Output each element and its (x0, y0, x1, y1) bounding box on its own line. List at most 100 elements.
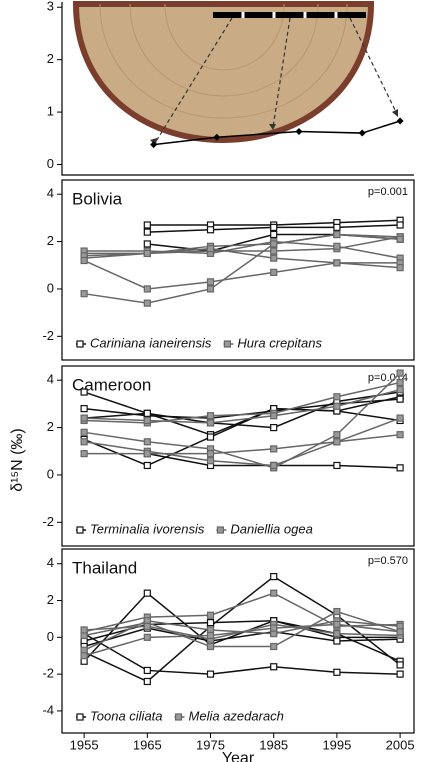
tree-ring (99, 3, 348, 119)
marker (333, 438, 341, 446)
marker (333, 620, 341, 629)
marker (143, 285, 151, 293)
y-tick-label: -2 (42, 666, 54, 681)
marker (80, 414, 88, 422)
marker (206, 631, 215, 640)
y-tick-label: 2 (47, 419, 54, 434)
marker (396, 386, 404, 394)
arrowhead (150, 109, 398, 146)
legend-marker (174, 713, 183, 721)
series-line (84, 388, 401, 424)
marker (358, 129, 366, 137)
marker (80, 290, 88, 298)
panel-title: Cameroon (72, 375, 151, 394)
series-line (84, 247, 401, 264)
marker (206, 226, 215, 234)
panel: -4 -2 0 2 4 1955 1965 1975 1985 1995 2005 Year Thail… (42, 548, 415, 762)
marker (396, 235, 404, 243)
y-tick-label: 0 (47, 280, 54, 295)
legend-label: Melia azedarach (189, 708, 284, 723)
series-line (84, 433, 401, 455)
marker (396, 221, 404, 229)
series-line (83, 632, 401, 675)
marker (80, 428, 88, 436)
marker (333, 402, 341, 410)
marker (206, 611, 215, 619)
marker (333, 668, 341, 676)
marker (206, 245, 215, 253)
marker (270, 642, 278, 651)
x-tick-label: 1975 (196, 737, 225, 752)
marker (143, 249, 151, 258)
y-tick-label: 0 (47, 156, 54, 171)
marker (333, 223, 341, 231)
panel-title: Thailand (72, 558, 137, 577)
marker (206, 419, 215, 427)
marker (143, 461, 151, 470)
marker (213, 133, 221, 141)
x-tick-label: 2005 (386, 737, 415, 752)
marker (396, 414, 404, 422)
y-tick-label: 2 (47, 233, 54, 248)
p-value: p=0.570 (368, 555, 408, 567)
y-tick-label: 4 (47, 372, 54, 387)
series-line (84, 372, 401, 469)
y-tick-label: 1 (47, 104, 54, 119)
marker (333, 431, 341, 439)
marker (143, 409, 151, 417)
marker (270, 254, 278, 262)
marker (143, 633, 151, 641)
marker (143, 299, 151, 307)
marker (270, 663, 278, 671)
marker (206, 457, 215, 465)
y-tick-label: -2 (42, 328, 54, 343)
y-tick-label: 3 (47, 0, 54, 14)
marker (206, 278, 215, 286)
marker (396, 395, 404, 403)
series-line (83, 627, 401, 648)
x-axis-label: Year (222, 750, 255, 762)
x-tick-label: 1985 (259, 737, 288, 752)
marker (396, 464, 404, 472)
series-line (83, 610, 401, 648)
marker (80, 388, 88, 396)
arrow (154, 17, 398, 144)
series-line (83, 391, 401, 436)
y-tick-label: 0 (47, 466, 54, 481)
marker (396, 628, 404, 636)
tree-ring (164, 3, 285, 71)
x-tick-label: 1955 (70, 737, 99, 752)
legend-label: Terminalia ivorensis (90, 521, 205, 536)
marker (206, 642, 215, 651)
y-axis-label: δ¹⁵N (‰) (9, 428, 26, 492)
legend-label: Hura crepitans (237, 335, 322, 350)
marker (295, 127, 303, 135)
marker (396, 264, 404, 272)
marker (396, 369, 404, 377)
marker (206, 433, 215, 441)
marker (396, 431, 404, 439)
panel-frame (61, 548, 415, 734)
tree-disc (72, 1, 375, 144)
marker (206, 285, 215, 293)
marker (206, 412, 215, 420)
marker (270, 247, 278, 255)
marker (333, 461, 341, 470)
panel: -2 0 2 4 Bolivia p=0.001 Cariniana ianeirensis… (42, 179, 415, 361)
series-line (83, 259, 401, 290)
p-value: p=0.001 (368, 186, 408, 198)
marker (396, 670, 404, 678)
marker (143, 228, 151, 236)
series-line (84, 391, 401, 429)
legend-label: Toona ciliata (90, 708, 163, 723)
marker (80, 450, 88, 458)
panel-title: Bolivia (72, 189, 123, 208)
series-line (83, 575, 401, 683)
series-line (83, 620, 401, 642)
y-tick-label: -2 (42, 514, 54, 529)
marker (206, 450, 215, 458)
marker (270, 461, 278, 470)
marker (143, 221, 151, 229)
